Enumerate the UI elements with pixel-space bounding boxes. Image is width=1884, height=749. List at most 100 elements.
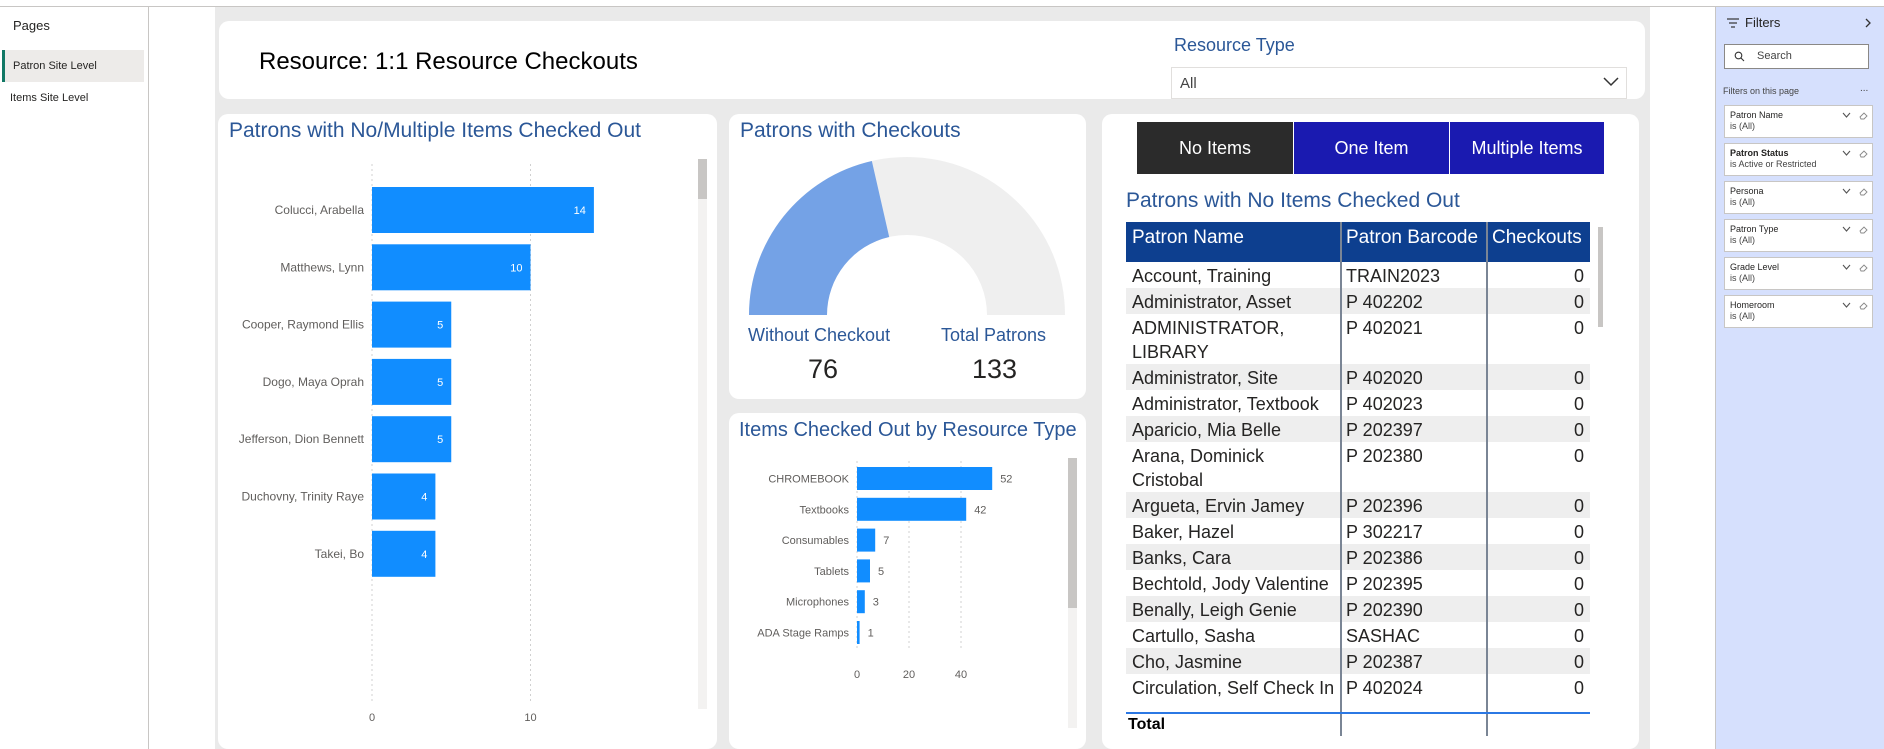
table-row[interactable]: Banks, Cara P 202386 0 [1126,544,1590,570]
table-row[interactable]: Cho, Jasmine P 202387 0 [1126,648,1590,674]
filter-card[interactable]: Homeroom is (All) [1724,295,1873,328]
cell-checkouts: 0 [1573,678,1584,698]
data-label: 1 [868,628,874,640]
patrons-bar-chart-card: Patrons with No/Multiple Items Checked O… [218,114,717,749]
without-checkout-value: 76 [808,354,839,384]
category-label: ADA Stage Ramps [757,628,849,640]
cell-checkouts: 0 [1573,446,1584,466]
x-tick-label: 10 [524,712,536,724]
bar [857,497,967,521]
page-tab-items-site-level[interactable]: Items Site Level [10,92,89,104]
table-scrollbar[interactable] [1598,227,1603,327]
category-label: Tablets [814,566,849,578]
resource-chart-scrollbar[interactable] [1068,458,1077,728]
eraser-icon[interactable] [1859,263,1868,272]
table-row[interactable]: Administrator, Textbook P 402023 0 [1126,390,1590,416]
filter-card[interactable]: Persona is (All) [1724,181,1873,214]
cell-patron-name: Aparicio, Mia Belle [1126,418,1340,442]
resource-type-slicer-label: Resource Type [1174,35,1295,55]
cell-checkouts: 0 [1573,652,1584,672]
bar [372,530,436,577]
chevron-down-icon[interactable] [1842,226,1851,233]
chevron-down-icon[interactable] [1842,150,1851,157]
column-header-checkouts[interactable]: Checkouts [1492,227,1582,248]
table-row[interactable]: Aparicio, Mia Belle P 202397 0 [1126,416,1590,442]
table-title: Patrons with No Items Checked Out [1126,189,1460,212]
table-row[interactable]: ADMINISTRATOR, LIBRARY P 402021 0 [1126,314,1590,364]
resource-chart-card: Items Checked Out by Resource Type 0 20 40… [729,413,1086,749]
category-label: Dogo, Maya Oprah [263,375,364,389]
cell-patron-barcode: TRAIN2023 [1346,266,1441,286]
filters-search-input[interactable]: Search [1724,44,1869,69]
table-row[interactable]: Account, Training TRAIN2023 0 [1126,262,1590,288]
filters-pane-title: Filters [1745,15,1781,30]
filter-card-name: Patron Name [1730,110,1784,120]
bar [857,467,993,490]
data-label: 52 [1000,474,1012,486]
eraser-icon[interactable] [1859,149,1868,158]
eraser-icon[interactable] [1859,301,1868,310]
cell-text-line: Administrator, Asset [1132,292,1292,312]
one-item-button[interactable]: One Item [1293,122,1449,174]
table-row[interactable]: Administrator, Asset P 402202 0 [1126,288,1590,314]
cell-text-line: Circulation, Self Check In [1132,678,1335,698]
column-header-patron-barcode[interactable]: Patron Barcode [1346,227,1479,248]
pages-pane: Pages Patron Site Level Items Site Level [0,7,149,749]
table-row[interactable]: Arana, Dominick Cristobal P 202380 0 [1126,442,1590,492]
data-label: 4 [421,549,427,561]
table-row[interactable]: Argueta, Ervin Jamey P 202396 0 [1126,492,1590,518]
bar [372,187,594,233]
filter-card[interactable]: Patron Name is (All) [1724,105,1873,138]
header-card: Resource: 1:1 Resource Checkouts Resourc… [219,21,1645,99]
bar [857,559,870,583]
chevron-down-icon[interactable] [1842,112,1851,119]
table-row[interactable]: Administrator, Site P 402020 0 [1126,364,1590,390]
without-checkout-label: Without Checkout [748,325,891,345]
cell-patron-barcode: P 302217 [1346,522,1423,542]
filter-card[interactable]: Patron Status is Active or Restricted [1724,143,1873,176]
category-label: Jefferson, Dion Bennett [239,432,365,446]
x-tick-label: 0 [854,669,860,681]
cell-patron-name: Banks, Cara [1126,546,1340,570]
filter-card-name: Patron Type [1730,224,1779,234]
data-label: 10 [510,262,522,274]
no-items-button[interactable]: No Items [1137,122,1293,174]
patrons-chart-scroll-thumb[interactable] [698,159,707,199]
chevron-down-icon[interactable] [1842,188,1851,195]
resource-type-dropdown[interactable]: All [1171,67,1627,99]
chevron-down-icon[interactable] [1842,264,1851,271]
data-label: 4 [421,492,427,504]
x-tick-label: 40 [955,669,967,681]
total-patrons-value: 133 [972,354,1018,384]
multiple-items-button[interactable]: Multiple Items [1449,122,1604,174]
eraser-icon[interactable] [1859,225,1868,234]
table-row[interactable]: Baker, Hazel P 302217 0 [1126,518,1590,544]
eraser-icon[interactable] [1859,111,1868,120]
category-label: Consumables [782,535,850,547]
cell-text-line: Arana, Dominick [1132,446,1265,466]
table-row[interactable]: Circulation, Self Check In P 402024 0 [1126,674,1590,700]
filter-card[interactable]: Grade Level is (All) [1724,257,1873,290]
table-header: Patron Name Patron Barcode Checkouts [1126,222,1590,262]
table-row[interactable]: Cartullo, Sasha SASHAC 0 [1126,622,1590,648]
cell-patron-name: Administrator, Asset [1126,290,1340,314]
table-row[interactable]: Benally, Leigh Genie P 202390 0 [1126,596,1590,622]
more-options-icon[interactable]: ... [1860,83,1869,94]
page-tab-patron-site-level[interactable]: Patron Site Level [2,50,144,82]
resource-bar-chart: 0 20 40 CHROMEBOOK 52 Textbooks 42 Consumables 7… [757,461,1012,681]
filter-card[interactable]: Patron Type is (All) [1724,219,1873,252]
cell-patron-barcode: P 402024 [1346,678,1423,698]
collapse-pane-icon[interactable] [1864,18,1874,28]
category-label: CHROMEBOOK [768,474,849,486]
category-label: Matthews, Lynn [280,260,364,274]
column-header-patron-name[interactable]: Patron Name [1132,227,1244,248]
cell-patron-barcode: P 202386 [1346,548,1423,568]
filter-card-name: Grade Level [1730,262,1780,272]
cell-text-line: Baker, Hazel [1132,522,1235,542]
patrons-chart-scrollbar[interactable] [698,159,707,709]
eraser-icon[interactable] [1859,187,1868,196]
chevron-down-icon[interactable] [1842,302,1851,309]
data-label: 7 [883,535,889,547]
table-row[interactable]: Bechtold, Jody Valentine P 202395 0 [1126,570,1590,596]
resource-chart-scroll-thumb[interactable] [1068,458,1077,608]
